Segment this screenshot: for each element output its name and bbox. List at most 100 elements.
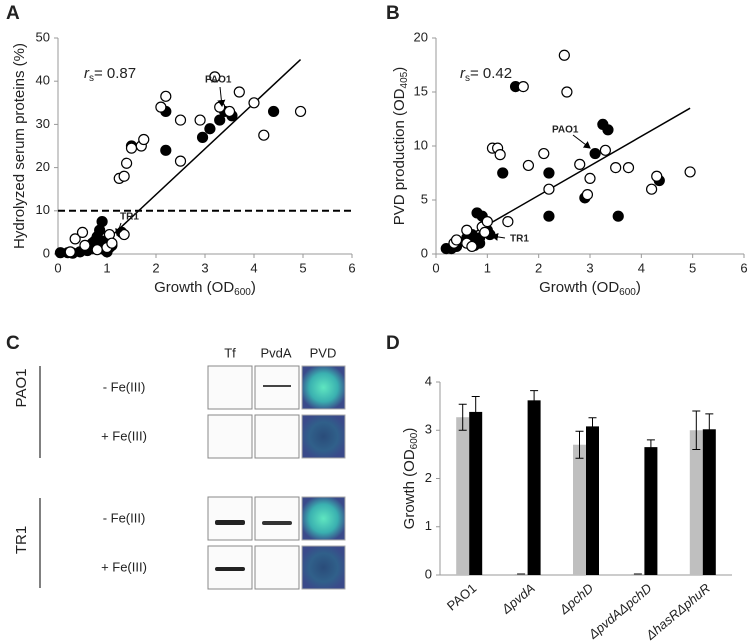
error-bar — [588, 417, 597, 436]
y-tick-label: 15 — [414, 83, 428, 98]
pvd-well — [301, 496, 346, 541]
point — [223, 105, 236, 118]
point — [574, 158, 586, 170]
error-bar — [646, 439, 655, 455]
y-tick-label: 0 — [425, 566, 432, 581]
blot-box — [254, 545, 300, 590]
y-tick-label: 0 — [43, 245, 50, 260]
point — [651, 170, 663, 182]
point — [64, 246, 76, 258]
label-part: 405 — [399, 71, 410, 88]
point — [558, 49, 570, 61]
x-tick-label: ΔhasRΔphuR — [642, 580, 713, 641]
point — [589, 147, 601, 160]
point — [599, 144, 612, 156]
bar — [689, 430, 703, 575]
point — [538, 147, 550, 160]
error-bar — [530, 390, 539, 411]
blot-panel: Tf PvdA PVD PAO1 TR1 - Fe(III) + Fe(III)… — [13, 345, 346, 590]
point — [645, 183, 658, 195]
point — [684, 166, 696, 178]
panel-label: D — [386, 333, 400, 354]
y-axis-label: PVD production (OD405) — [391, 67, 410, 225]
x-tick-label: 6 — [740, 260, 747, 275]
annotation-arrow — [115, 222, 123, 236]
point — [581, 189, 594, 201]
band — [215, 567, 245, 571]
blot-box — [254, 365, 300, 410]
y-tick-label: 40 — [36, 73, 50, 88]
x-tick-label: 2 — [535, 260, 542, 275]
label-part: ) — [401, 428, 418, 433]
band — [215, 520, 245, 525]
point — [174, 155, 187, 167]
point — [96, 216, 108, 228]
point — [494, 149, 506, 161]
point — [543, 167, 555, 179]
y-tick-label: 2 — [425, 470, 432, 485]
x-tick-label: 5 — [689, 260, 696, 275]
condition-label: - Fe(III) — [103, 510, 146, 525]
point — [196, 131, 209, 143]
x-tick-label: 3 — [586, 260, 593, 275]
point — [79, 239, 91, 251]
point — [194, 114, 206, 126]
annotation-arrow — [491, 232, 506, 241]
annotation: PAO1 — [205, 75, 232, 86]
point — [612, 210, 624, 222]
annotation: PAO1 — [552, 125, 579, 136]
point — [118, 170, 130, 182]
y-tick-label: 4 — [425, 373, 432, 388]
label-part: = 0.87 — [94, 65, 136, 82]
annotation: TR1 — [120, 212, 139, 223]
point — [120, 157, 133, 169]
point — [155, 101, 167, 113]
label-part: = 0.42 — [470, 65, 512, 82]
x-tick-label: PAO1 — [444, 580, 479, 613]
point — [479, 226, 491, 238]
point — [125, 142, 138, 154]
pvd-well — [301, 545, 346, 590]
point — [204, 123, 216, 135]
point — [209, 71, 221, 83]
point — [160, 90, 172, 102]
error-bar — [692, 410, 701, 451]
y-tick-label: 20 — [414, 29, 428, 44]
condition-label: + Fe(III) — [101, 559, 147, 574]
x-tick-label: 4 — [638, 260, 645, 275]
point — [248, 97, 260, 109]
point — [214, 101, 226, 113]
point — [138, 133, 150, 146]
point — [466, 240, 478, 253]
point — [561, 86, 573, 98]
x-tick-label: 1 — [103, 260, 110, 275]
point — [461, 224, 473, 236]
label-part: s — [89, 73, 94, 84]
x-tick-label: 5 — [299, 260, 306, 275]
x-tick-label: 0 — [432, 260, 439, 275]
blot-box — [254, 414, 300, 459]
y-tick-label: 50 — [36, 29, 50, 44]
label-part: Growth (OD — [401, 449, 418, 529]
band — [262, 521, 292, 525]
condition-label: - Fe(III) — [103, 379, 146, 394]
bar — [469, 411, 483, 575]
pvd-well — [301, 414, 346, 459]
point — [522, 159, 535, 172]
label-part: ) — [636, 279, 641, 296]
point — [502, 216, 514, 228]
y-tick-label: 10 — [36, 202, 50, 217]
condition-label: + Fe(III) — [101, 428, 147, 443]
bar — [573, 444, 586, 575]
point — [160, 144, 172, 156]
label-part: ) — [391, 67, 408, 72]
point — [517, 80, 529, 93]
x-tick-label: 3 — [201, 260, 208, 275]
point — [76, 226, 89, 238]
column-label: Tf — [224, 345, 236, 360]
label-part: r — [460, 65, 466, 82]
bar — [456, 417, 470, 575]
bar — [527, 400, 541, 575]
point — [268, 105, 280, 118]
